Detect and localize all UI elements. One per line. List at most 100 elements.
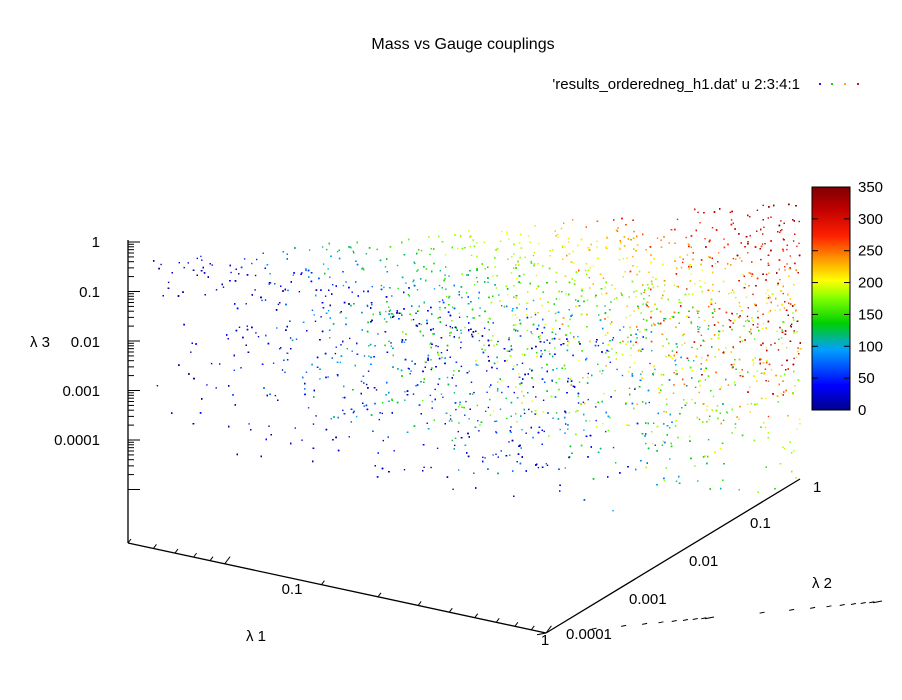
data-point	[762, 323, 765, 325]
data-point	[609, 361, 611, 363]
data-point	[319, 378, 321, 380]
data-point	[622, 326, 625, 328]
data-point	[662, 374, 665, 376]
data-point	[674, 425, 677, 427]
data-point	[350, 421, 352, 423]
data-point	[722, 325, 724, 327]
data-point	[537, 466, 540, 469]
x-axis-tick	[545, 625, 552, 634]
data-point	[360, 380, 363, 383]
data-point	[451, 439, 453, 442]
data-point	[420, 249, 423, 252]
y-axis-tick	[872, 600, 883, 604]
data-point	[352, 250, 354, 253]
data-point	[742, 375, 744, 378]
data-point	[495, 287, 498, 289]
data-point	[551, 379, 553, 381]
data-point	[728, 292, 730, 295]
data-point	[791, 452, 793, 454]
data-point	[465, 292, 468, 294]
data-point	[752, 362, 755, 364]
data-point	[431, 407, 433, 409]
data-point	[738, 301, 741, 304]
data-point	[561, 246, 564, 249]
legend-dot	[830, 82, 834, 86]
data-point	[371, 304, 373, 306]
data-point	[629, 366, 631, 369]
data-point	[598, 314, 600, 316]
data-point	[554, 347, 556, 349]
data-point	[651, 350, 653, 352]
data-point	[348, 436, 350, 438]
data-point	[770, 369, 773, 371]
data-point	[722, 351, 725, 353]
data-point	[380, 284, 383, 287]
data-point	[577, 335, 579, 338]
data-point	[564, 467, 566, 469]
data-point	[565, 423, 567, 425]
data-point	[476, 276, 478, 279]
data-point	[460, 341, 462, 343]
data-point	[704, 238, 706, 240]
data-point	[533, 252, 535, 254]
data-point	[449, 414, 452, 417]
data-point	[429, 394, 432, 397]
data-point	[632, 255, 634, 258]
data-point	[420, 323, 423, 326]
data-point	[230, 271, 232, 274]
data-point	[698, 380, 700, 383]
x-axis-tick	[530, 625, 535, 631]
data-point	[763, 226, 765, 228]
data-point	[615, 351, 617, 354]
data-point	[506, 417, 508, 420]
data-point	[795, 356, 798, 358]
data-point	[548, 435, 550, 437]
data-point	[697, 211, 699, 214]
data-point	[607, 429, 609, 432]
x-axis-tick	[174, 548, 179, 554]
data-point	[292, 274, 294, 276]
data-point	[793, 357, 795, 360]
data-point	[799, 423, 801, 425]
data-point	[556, 233, 559, 236]
data-point	[407, 367, 410, 370]
data-point	[781, 364, 783, 366]
data-point	[784, 269, 786, 271]
data-point	[476, 404, 478, 407]
data-point	[652, 443, 654, 445]
data-point	[642, 318, 645, 321]
data-point	[597, 344, 600, 347]
data-point	[492, 322, 494, 324]
data-point	[457, 247, 459, 250]
data-point	[529, 368, 531, 370]
data-point	[663, 479, 666, 482]
data-point	[391, 295, 393, 297]
data-point	[345, 281, 347, 283]
data-point	[351, 291, 353, 293]
data-point	[210, 362, 213, 365]
data-point	[781, 342, 784, 345]
data-point	[778, 338, 780, 340]
y-axis-tick	[860, 602, 866, 605]
data-point	[470, 381, 473, 383]
data-point	[257, 336, 260, 338]
data-point	[723, 238, 725, 240]
data-point	[525, 432, 527, 434]
data-point	[452, 488, 454, 490]
data-point	[416, 289, 419, 291]
data-point	[440, 352, 443, 354]
data-point	[468, 230, 470, 232]
data-point	[698, 418, 701, 421]
data-point	[479, 307, 481, 309]
data-point	[573, 336, 575, 338]
data-point	[765, 380, 767, 382]
data-point	[561, 291, 563, 293]
x-axis-tick	[193, 552, 197, 558]
data-point	[451, 327, 454, 329]
data-point	[613, 298, 616, 300]
data-point	[751, 275, 753, 278]
data-point	[315, 415, 317, 417]
data-point	[626, 257, 628, 260]
data-point	[793, 331, 795, 334]
